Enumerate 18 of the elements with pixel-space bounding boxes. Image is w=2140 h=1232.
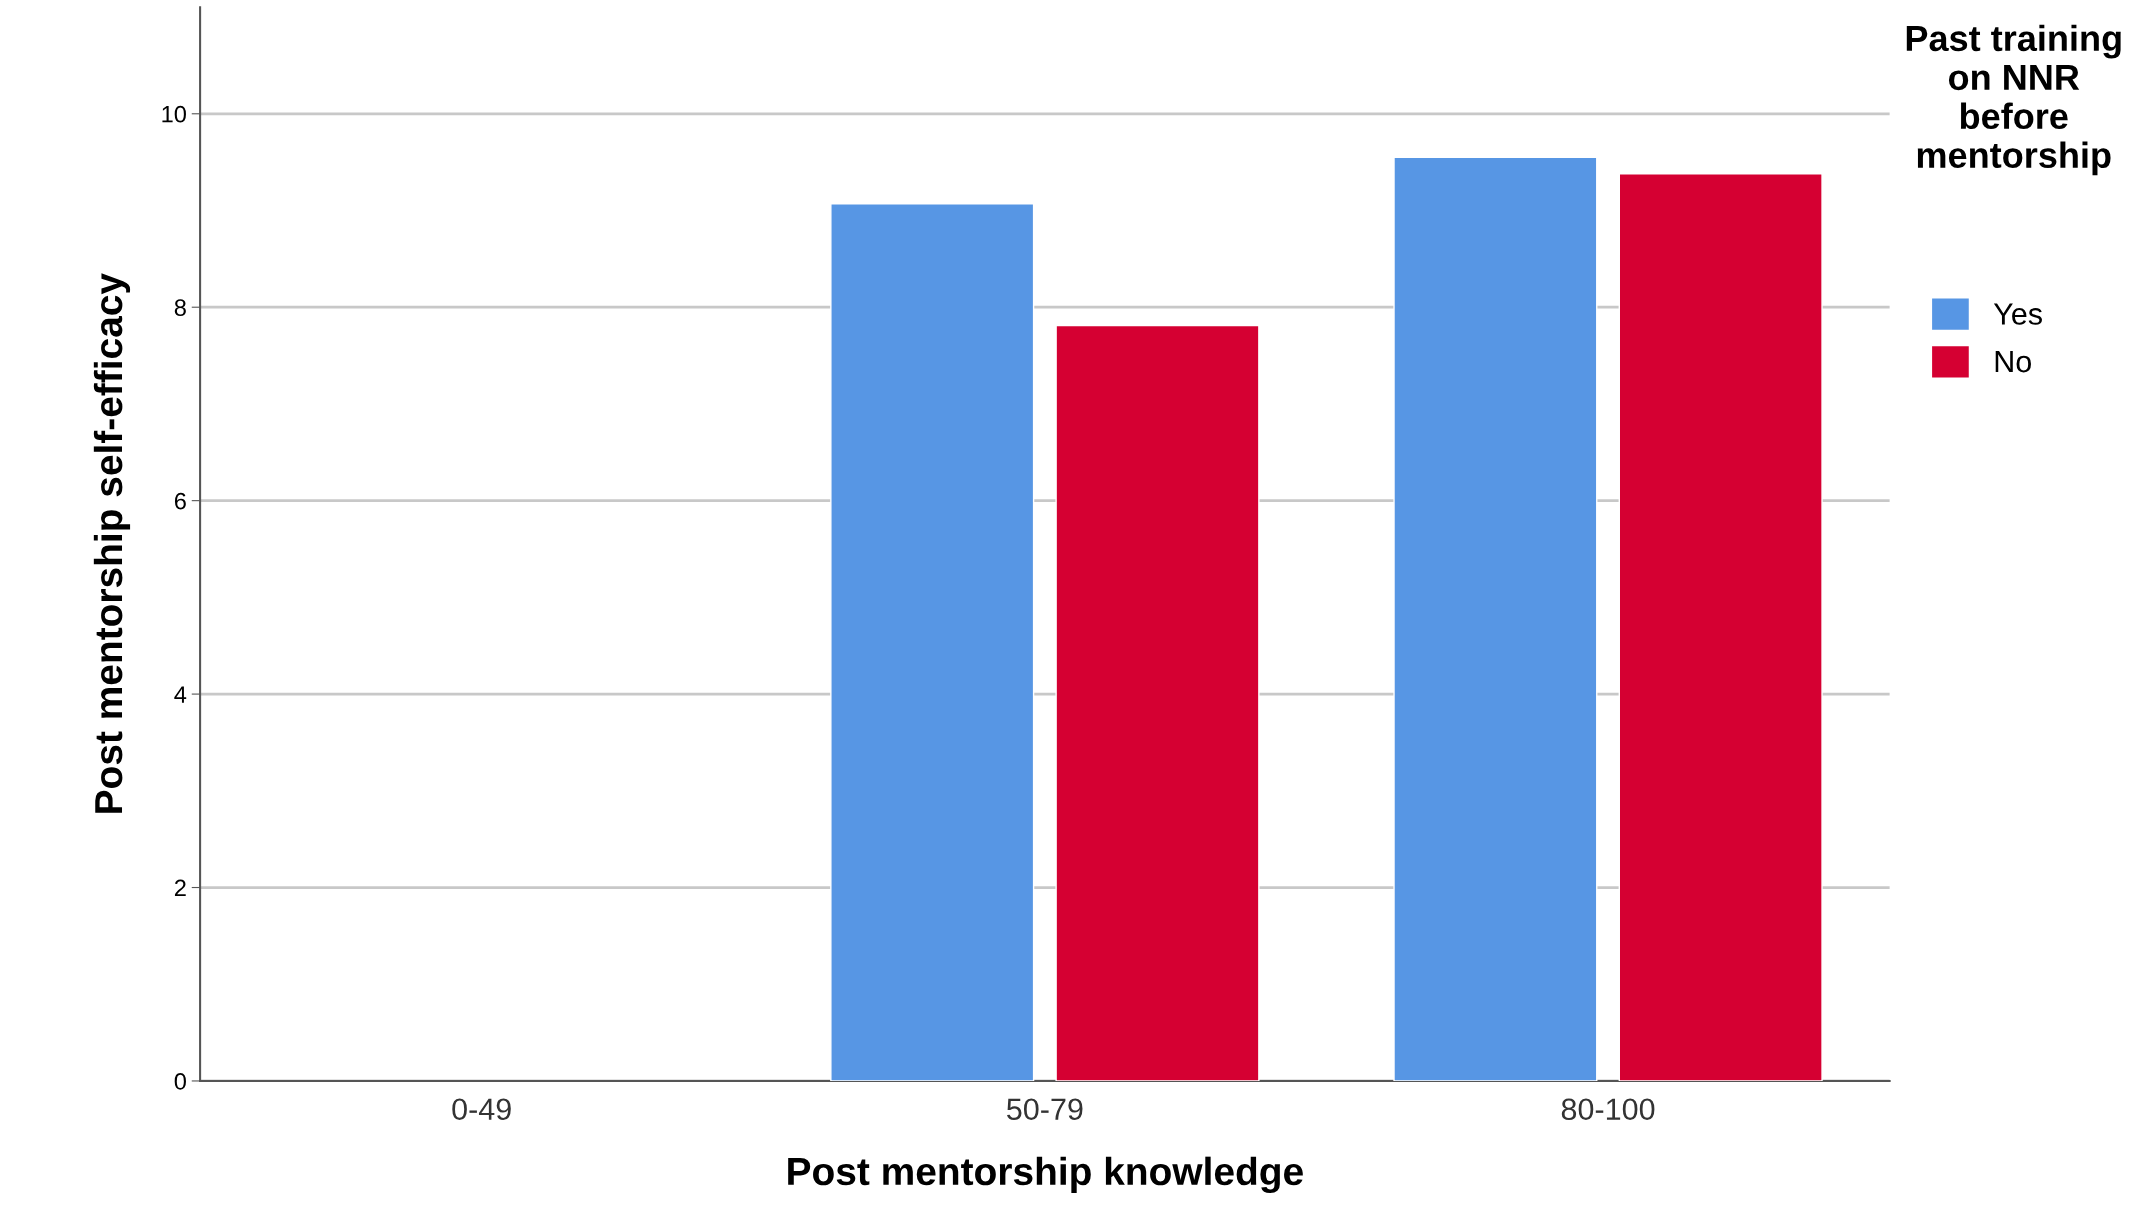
- x-tick-label: 50-79: [1007, 1098, 1083, 1121]
- y-axis-title: Post mentorship self-efficacy: [93, 273, 131, 813]
- legend-title: Past training on NNR before mentorship: [1906, 24, 2121, 176]
- legend-label: Yes: [1993, 303, 2042, 325]
- y-tick-label: 2: [174, 879, 186, 897]
- x-tick-label: 0-49: [452, 1098, 511, 1121]
- bar: [1393, 156, 1598, 1081]
- y-tick-label: 10: [162, 105, 186, 123]
- y-tick-label: 0: [174, 1073, 186, 1090]
- bar: [1055, 324, 1260, 1081]
- bar: [830, 203, 1035, 1081]
- x-axis-title: Post mentorship knowledge: [788, 1156, 1303, 1194]
- legend-label: No: [1995, 351, 2031, 373]
- y-tick-label: 6: [174, 492, 186, 510]
- y-tick-label: 8: [174, 299, 186, 316]
- y-tick-label: 4: [174, 686, 187, 703]
- bar: [1618, 173, 1823, 1081]
- x-tick-label: 80-100: [1561, 1098, 1655, 1121]
